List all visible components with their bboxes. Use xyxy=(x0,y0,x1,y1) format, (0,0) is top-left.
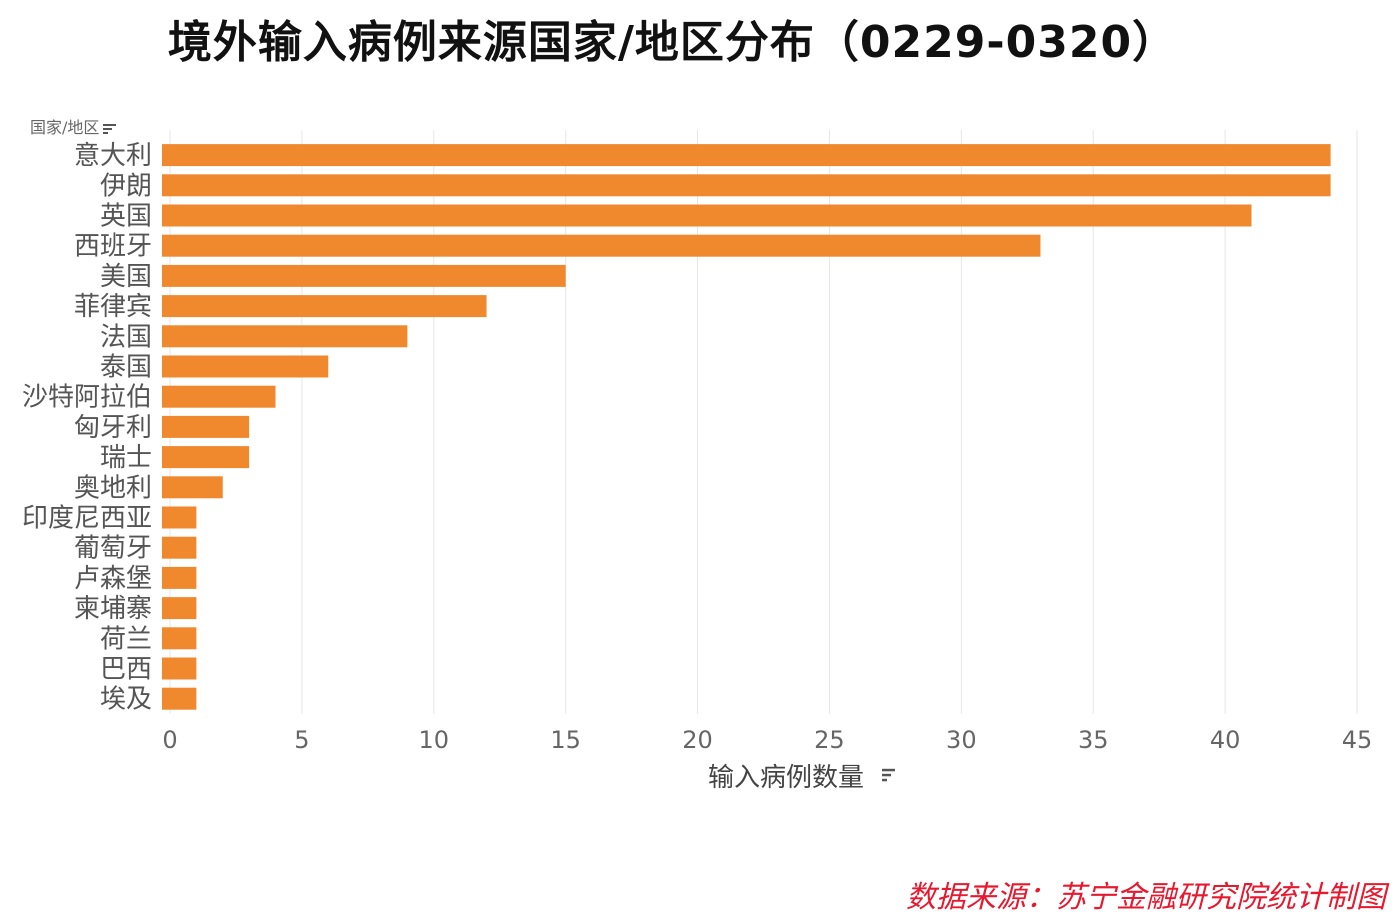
bar-意大利[interactable] xyxy=(162,144,1331,167)
x-tick-label: 10 xyxy=(419,726,450,754)
category-label: 巴西 xyxy=(100,655,152,685)
category-label: 意大利 xyxy=(74,141,152,171)
bar-巴西[interactable] xyxy=(162,657,197,680)
bar-伊朗[interactable] xyxy=(162,174,1331,197)
category-label: 卢森堡 xyxy=(74,564,152,594)
category-label: 法国 xyxy=(100,322,152,352)
category-label: 英国 xyxy=(100,202,152,232)
bar-沙特阿拉伯[interactable] xyxy=(162,385,276,408)
x-tick-label: 15 xyxy=(550,726,581,754)
category-label: 匈牙利 xyxy=(74,413,152,443)
x-tick-label: 45 xyxy=(1342,726,1373,754)
bar-奥地利[interactable] xyxy=(162,476,223,499)
bar-英国[interactable] xyxy=(162,204,1252,227)
x-tick-label: 30 xyxy=(946,726,977,754)
category-label: 奥地利 xyxy=(74,473,152,503)
bar-美国[interactable] xyxy=(162,264,566,287)
bar-印度尼西亚[interactable] xyxy=(162,506,197,529)
x-tick-label: 20 xyxy=(682,726,713,754)
bar-柬埔寨[interactable] xyxy=(162,597,197,620)
category-label: 沙特阿拉伯 xyxy=(22,383,152,413)
chart-title: 境外输入病例来源国家/地区分布（0229-0320） xyxy=(167,17,1178,68)
x-tick-label: 35 xyxy=(1078,726,1109,754)
sort-icon[interactable] xyxy=(103,123,117,135)
category-label: 西班牙 xyxy=(74,232,152,262)
bar-西班牙[interactable] xyxy=(162,234,1041,257)
category-label: 印度尼西亚 xyxy=(22,504,152,534)
category-label: 柬埔寨 xyxy=(74,594,152,624)
category-label: 美国 xyxy=(100,262,152,292)
x-tick-label: 5 xyxy=(294,726,309,754)
category-label: 菲律宾 xyxy=(74,292,152,322)
bar-葡萄牙[interactable] xyxy=(162,536,197,559)
category-label: 埃及 xyxy=(100,685,152,715)
y-axis-label: 国家/地区 xyxy=(30,118,100,137)
x-tick-label: 25 xyxy=(814,726,845,754)
bar-荷兰[interactable] xyxy=(162,627,197,650)
y-axis-header: 国家/地区 xyxy=(30,114,117,138)
source-note: 数据来源：苏宁金融研究院统计制图 xyxy=(906,880,1386,915)
bar-泰国[interactable] xyxy=(162,355,329,378)
bar-瑞士[interactable] xyxy=(162,446,250,469)
bar-匈牙利[interactable] xyxy=(162,415,250,438)
bar-菲律宾[interactable] xyxy=(162,295,487,318)
x-tick-label: 0 xyxy=(162,726,177,754)
x-tick-label: 40 xyxy=(1210,726,1241,754)
bar-埃及[interactable] xyxy=(162,687,197,710)
x-axis-label: 输入病例数量 xyxy=(708,763,864,793)
category-label: 荷兰 xyxy=(100,624,152,654)
category-label: 瑞士 xyxy=(100,443,152,473)
sort-icon[interactable] xyxy=(882,768,895,782)
bar-卢森堡[interactable] xyxy=(162,566,197,589)
category-label: 泰国 xyxy=(100,353,152,383)
category-label: 伊朗 xyxy=(100,171,152,201)
category-label: 葡萄牙 xyxy=(74,534,152,564)
bar-法国[interactable] xyxy=(162,325,408,348)
